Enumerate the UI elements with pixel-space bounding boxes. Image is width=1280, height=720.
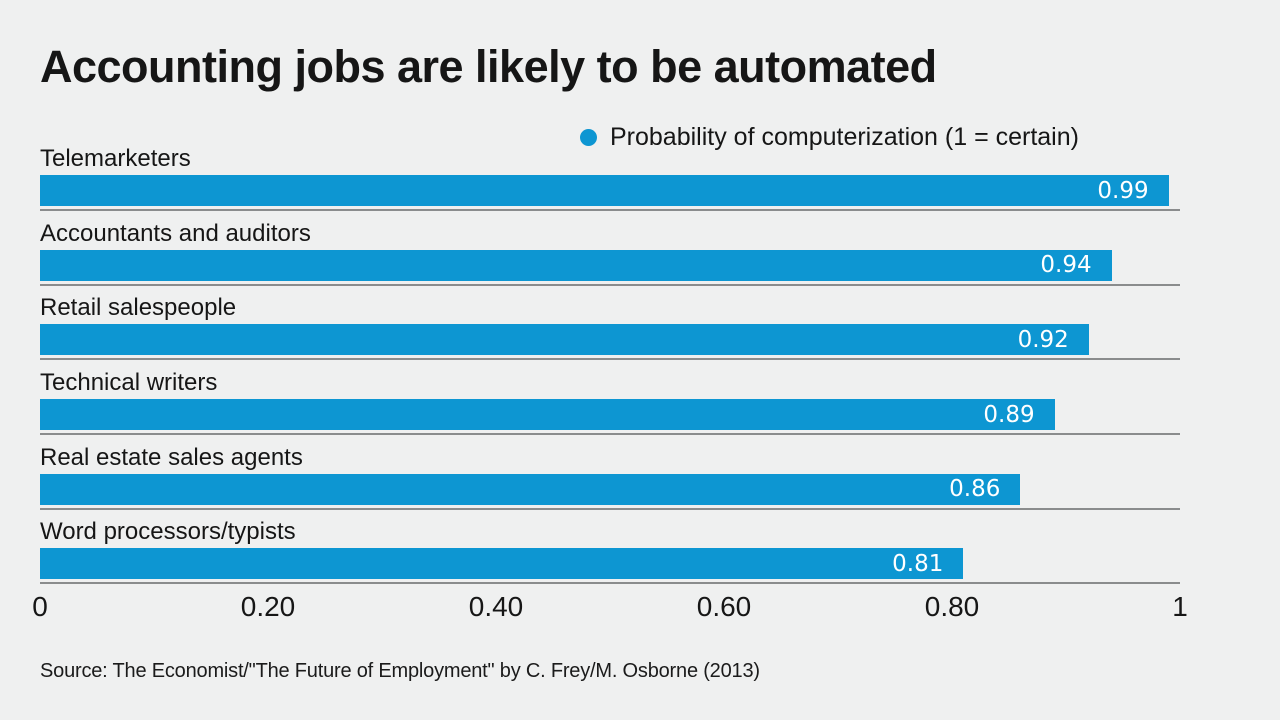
bar: 0.89: [40, 399, 1055, 431]
bar: 0.92: [40, 324, 1089, 356]
bar-value: 0.81: [892, 550, 944, 577]
chart-row: Word processors/typists 0.81: [40, 518, 1180, 593]
x-axis-tick: 0.40: [468, 591, 524, 622]
bar: 0.99: [40, 175, 1169, 206]
row-divider: [40, 433, 1180, 436]
legend-dot-icon: [580, 128, 597, 146]
row-divider: [40, 283, 1180, 286]
bar: 0.81: [40, 548, 964, 580]
page-title: Accounting jobs are likely to be automat…: [40, 41, 937, 92]
bar-track: 0.89: [40, 399, 1180, 431]
row-divider: [40, 358, 1180, 361]
x-axis-tick: 0.20: [240, 591, 296, 622]
bar-value: 0.89: [983, 401, 1035, 428]
chart-row: Real estate sales agents 0.86: [40, 444, 1180, 519]
chart-row: Technical writers 0.89: [40, 369, 1180, 444]
row-label: Telemarketers: [40, 145, 191, 172]
row-label: Word processors/typists: [40, 518, 296, 546]
bar-track: 0.99: [40, 175, 1180, 206]
row-divider: [40, 209, 1180, 211]
row-divider: [40, 582, 1180, 585]
chart-row: Telemarketers 0.99: [40, 145, 1180, 220]
row-label: Technical writers: [40, 369, 218, 397]
x-axis-tick: 0.80: [924, 591, 980, 622]
bar: 0.86: [40, 473, 1021, 505]
bar-track: 0.86: [40, 473, 1180, 505]
row-label: Retail salespeople: [40, 294, 237, 322]
chart-row: Retail salespeople 0.92: [40, 294, 1180, 369]
chart-row: Accountants and auditors 0.94: [40, 220, 1180, 295]
row-label: Real estate sales agents: [40, 443, 303, 471]
legend: Probability of computerization (1 = cert…: [580, 122, 1079, 152]
source-note: Source: The Economist/"The Future of Emp…: [40, 660, 760, 682]
bar-chart: Telemarketers 0.99 Accountants and audit…: [40, 145, 1180, 593]
bar-value: 0.86: [949, 476, 1001, 503]
bar-track: 0.92: [40, 324, 1180, 356]
x-axis-tick: 1: [1172, 591, 1188, 622]
bar-track: 0.81: [40, 548, 1180, 580]
x-axis: 0 0.20 0.40 0.60 0.80 1: [32, 591, 1188, 626]
x-axis-tick: 0: [32, 591, 48, 622]
bar-track: 0.94: [40, 249, 1180, 281]
bar-value: 0.99: [1097, 177, 1149, 204]
row-label: Accountants and auditors: [40, 219, 311, 247]
bar: 0.94: [40, 249, 1112, 281]
legend-label: Probability of computerization (1 = cert…: [610, 122, 1079, 151]
bar-value: 0.92: [1017, 326, 1069, 353]
x-axis-tick: 0.60: [696, 591, 752, 622]
row-divider: [40, 507, 1180, 510]
bar-value: 0.94: [1040, 252, 1092, 279]
